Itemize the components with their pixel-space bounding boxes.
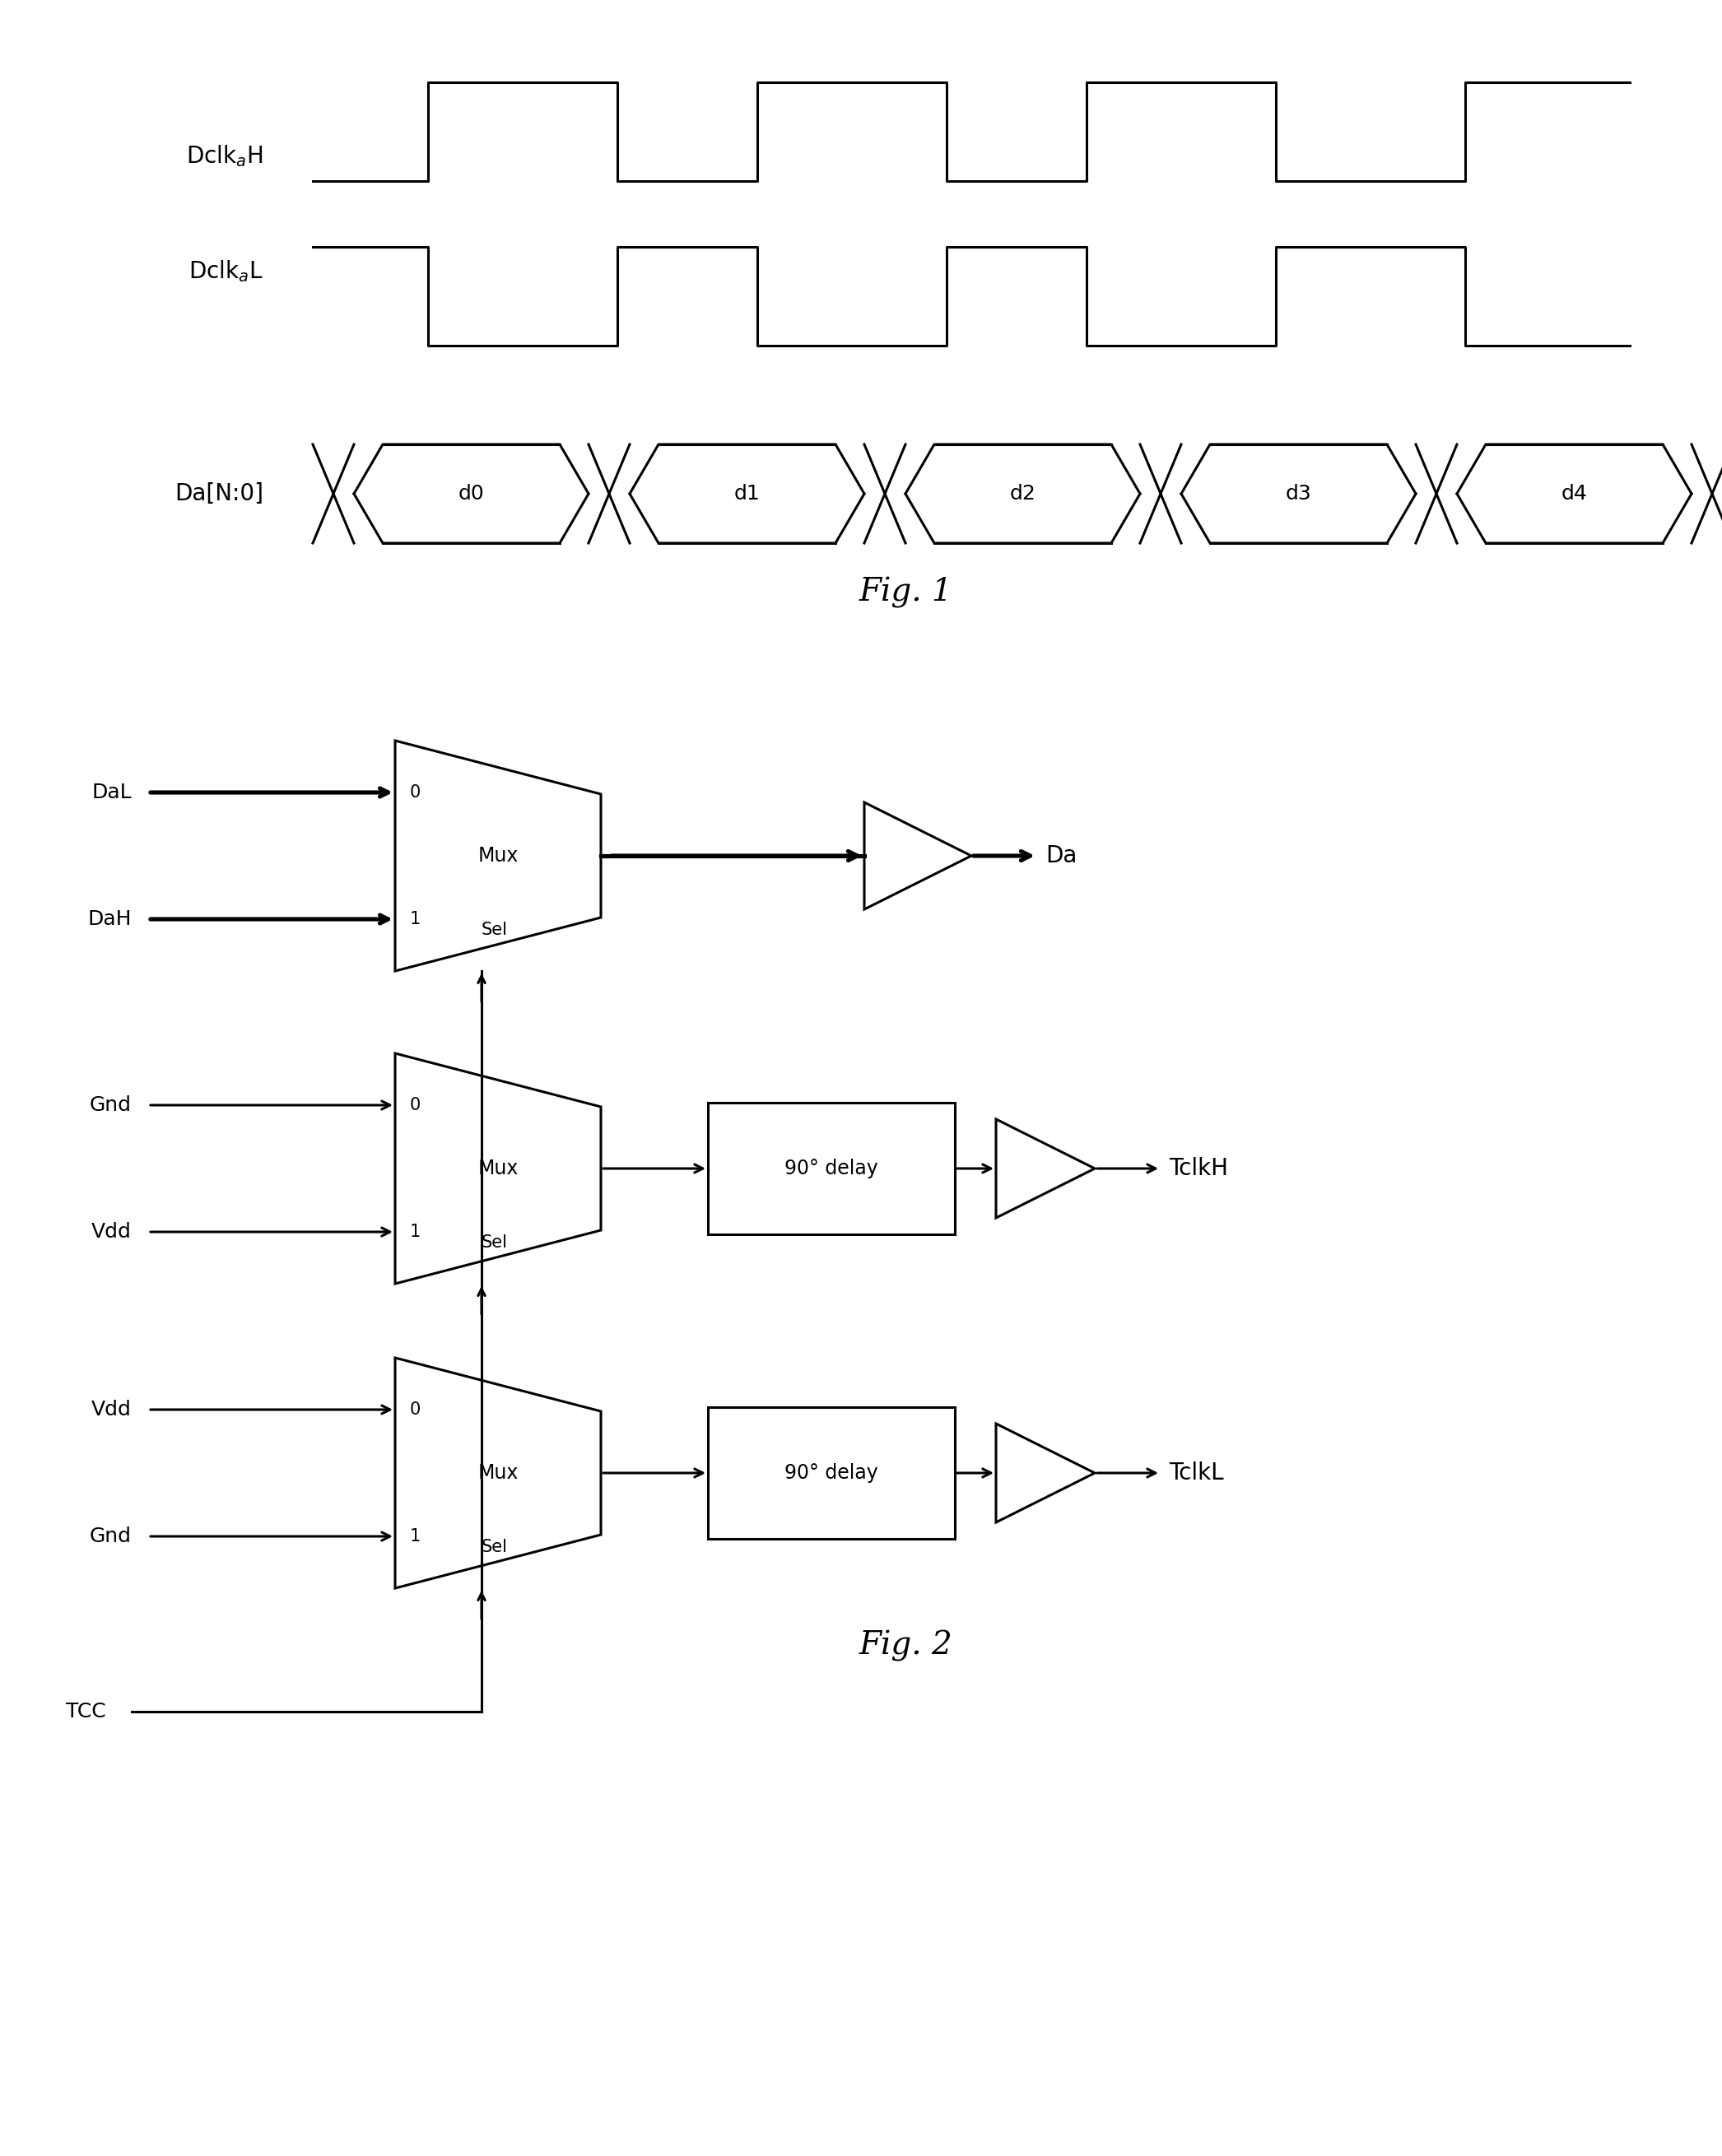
Text: Fig. 2: Fig. 2 (859, 1630, 952, 1662)
Text: 90° delay: 90° delay (785, 1158, 878, 1179)
Text: Dclk$_a$H: Dclk$_a$H (186, 144, 263, 168)
Text: DaL: DaL (91, 783, 131, 802)
Text: 0: 0 (410, 785, 420, 800)
Text: 1: 1 (410, 912, 420, 927)
Text: Vdd: Vdd (91, 1399, 131, 1419)
Text: TclkL: TclkL (1169, 1462, 1224, 1485)
Text: 0: 0 (410, 1097, 420, 1112)
Text: 1: 1 (410, 1225, 420, 1240)
Text: Dclk$_a$L: Dclk$_a$L (189, 259, 263, 285)
Text: Sel: Sel (482, 1235, 508, 1250)
FancyBboxPatch shape (708, 1408, 954, 1539)
Text: Gnd: Gnd (90, 1526, 131, 1546)
Text: d4: d4 (1562, 483, 1588, 505)
Text: 0: 0 (410, 1401, 420, 1419)
Text: d1: d1 (734, 483, 759, 505)
Text: 1: 1 (410, 1529, 420, 1544)
FancyBboxPatch shape (708, 1102, 954, 1235)
Text: Fig. 1: Fig. 1 (859, 578, 952, 608)
Text: 90° delay: 90° delay (785, 1464, 878, 1483)
Text: d3: d3 (1285, 483, 1312, 505)
Text: TCC: TCC (65, 1701, 105, 1720)
Text: Da[N:0]: Da[N:0] (174, 483, 263, 505)
Text: d2: d2 (1009, 483, 1037, 505)
Text: Da: Da (1045, 845, 1076, 867)
Text: Mux: Mux (477, 1464, 518, 1483)
Text: Mux: Mux (477, 845, 518, 867)
Text: TclkH: TclkH (1169, 1158, 1228, 1179)
Text: Sel: Sel (482, 921, 508, 938)
Text: Sel: Sel (482, 1539, 508, 1554)
Text: Vdd: Vdd (91, 1222, 131, 1242)
Text: DaH: DaH (88, 910, 131, 929)
Text: Mux: Mux (477, 1158, 518, 1179)
Text: Gnd: Gnd (90, 1095, 131, 1115)
Text: d0: d0 (458, 483, 484, 505)
